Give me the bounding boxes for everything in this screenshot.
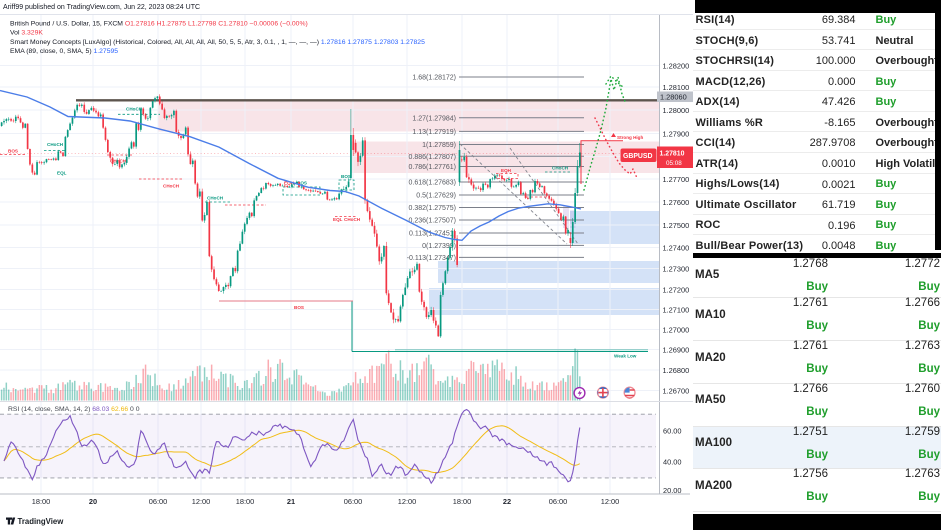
svg-text:0.886(1.27807): 0.886(1.27807) xyxy=(409,154,456,161)
svg-text:EMA (89, close, 0, SMA, 5) 1.2: EMA (89, close, 0, SMA, 5) 1.27595 xyxy=(10,48,118,55)
svg-text:GBPUSD: GBPUSD xyxy=(623,153,653,160)
svg-text:1.28100: 1.28100 xyxy=(663,83,690,92)
svg-text:Ariff99 published on TradingVi: Ariff99 published on TradingView.com, Ju… xyxy=(3,4,200,11)
svg-text:1(1.27859): 1(1.27859) xyxy=(422,142,456,149)
svg-text:20.00: 20.00 xyxy=(663,486,682,495)
svg-text:1.27400: 1.27400 xyxy=(663,243,690,252)
svg-text:1.27100: 1.27100 xyxy=(663,305,690,314)
svg-text:60.00: 60.00 xyxy=(663,427,682,436)
svg-text:0.5(1.27629): 0.5(1.27629) xyxy=(416,193,456,200)
svg-text:1.26700: 1.26700 xyxy=(663,386,690,395)
svg-text:1.27(1.27984): 1.27(1.27984) xyxy=(412,115,456,122)
svg-text:1.68(1.28172): 1.68(1.28172) xyxy=(412,75,456,82)
svg-text:40.00: 40.00 xyxy=(663,458,682,467)
svg-text:18:00: 18:00 xyxy=(453,497,472,506)
svg-text:1.28200: 1.28200 xyxy=(663,61,690,70)
svg-text:EQL: EQL xyxy=(57,171,67,176)
svg-text:Smart Money Concepts [LuxAlgo]: Smart Money Concepts [LuxAlgo] (Historic… xyxy=(10,39,425,46)
svg-text:CHoCH: CHoCH xyxy=(552,166,569,171)
svg-text:1.13(1.27919): 1.13(1.27919) xyxy=(412,129,456,136)
svg-text:TradingView: TradingView xyxy=(18,517,65,526)
svg-text:Strong High: Strong High xyxy=(617,135,643,140)
svg-text:18:00: 18:00 xyxy=(32,497,51,506)
svg-text:1.27200: 1.27200 xyxy=(663,285,690,294)
svg-text:EQL: EQL xyxy=(333,217,343,222)
svg-text:CHoCH: CHoCH xyxy=(110,159,127,164)
svg-text:BOS: BOS xyxy=(8,149,18,154)
svg-text:1.26800: 1.26800 xyxy=(663,366,690,375)
svg-text:1.27000: 1.27000 xyxy=(663,325,690,334)
svg-text:06:00: 06:00 xyxy=(549,497,568,506)
svg-text:1.26900: 1.26900 xyxy=(663,345,690,354)
svg-text:06:00: 06:00 xyxy=(344,497,363,506)
svg-text:1.28060: 1.28060 xyxy=(660,93,687,102)
svg-text:Vol 3.329K: Vol 3.329K xyxy=(10,30,43,37)
svg-text:22: 22 xyxy=(503,497,511,506)
svg-text:CHoCH: CHoCH xyxy=(163,184,180,189)
svg-text:BOS: BOS xyxy=(297,181,307,186)
svg-text:1.28000: 1.28000 xyxy=(663,106,690,115)
svg-text:05:08: 05:08 xyxy=(666,160,682,167)
svg-text:20: 20 xyxy=(89,497,97,506)
svg-text:1.27700: 1.27700 xyxy=(663,175,690,184)
svg-text:0.382(1.27575): 0.382(1.27575) xyxy=(409,205,456,212)
svg-text:18:00: 18:00 xyxy=(236,497,255,506)
svg-text:0.618(1.27683): 0.618(1.27683) xyxy=(409,180,456,187)
svg-text:BOS: BOS xyxy=(341,174,351,179)
svg-text:CHoCH: CHoCH xyxy=(344,217,361,222)
svg-text:CHoCH: CHoCH xyxy=(47,142,64,147)
svg-text:12:00: 12:00 xyxy=(601,497,620,506)
svg-text:British Pound / U.S. Dollar, 1: British Pound / U.S. Dollar, 15, FXCM O1… xyxy=(10,20,308,27)
svg-text:1.27600: 1.27600 xyxy=(663,198,690,207)
svg-text:1.27300: 1.27300 xyxy=(663,264,690,273)
svg-text:21: 21 xyxy=(287,497,295,506)
svg-text:EQH: EQH xyxy=(501,168,512,173)
svg-text:CHoCH: CHoCH xyxy=(207,196,224,201)
svg-text:EQH: EQH xyxy=(284,181,295,186)
svg-text:0(1.27399): 0(1.27399) xyxy=(422,243,456,250)
svg-text:0.786(1.27761): 0.786(1.27761) xyxy=(409,164,456,171)
svg-text:Weak Low: Weak Low xyxy=(614,354,637,359)
svg-text:1.27900: 1.27900 xyxy=(663,129,690,138)
svg-text:BOS: BOS xyxy=(294,305,304,310)
svg-text:1.27500: 1.27500 xyxy=(663,221,690,230)
svg-text:12:00: 12:00 xyxy=(192,497,211,506)
svg-text:RSI (14, close, SMA, 14, 2) 68: RSI (14, close, SMA, 14, 2) 68.03 62.66 … xyxy=(8,406,140,413)
svg-text:1.27810: 1.27810 xyxy=(660,151,685,158)
svg-text:0.236(1.27507): 0.236(1.27507) xyxy=(409,218,456,225)
svg-text:-0.113(1.27347): -0.113(1.27347) xyxy=(407,255,456,262)
svg-text:12:00: 12:00 xyxy=(398,497,417,506)
svg-text:CHoCH: CHoCH xyxy=(126,107,143,112)
svg-text:06:00: 06:00 xyxy=(149,497,168,506)
